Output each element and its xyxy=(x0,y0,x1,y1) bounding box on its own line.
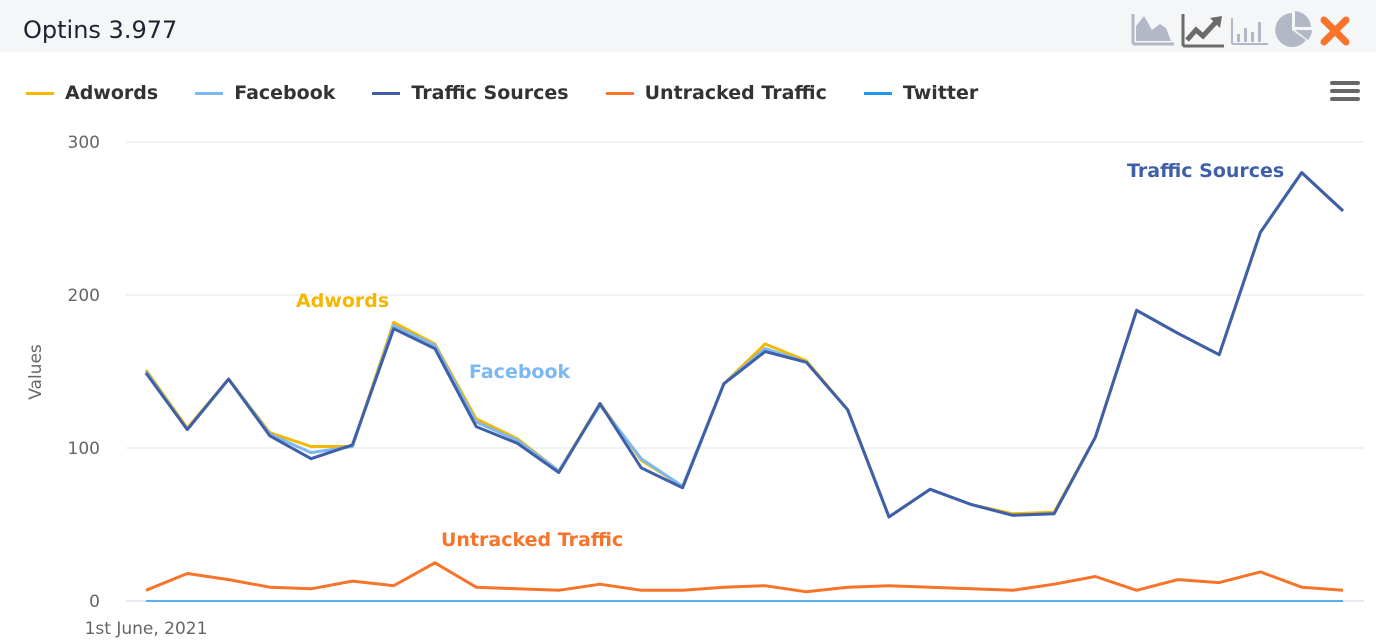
bar-chart-icon[interactable] xyxy=(1230,10,1270,48)
series-annotation: Untracked Traffic xyxy=(441,529,623,551)
series-line-adwords[interactable] xyxy=(144,171,1345,519)
y-tick-label: 100 xyxy=(68,439,100,459)
series-line-facebook[interactable] xyxy=(144,171,1345,519)
series-annotation: Facebook xyxy=(469,361,571,383)
chart-type-toolbar xyxy=(1130,10,1352,48)
legend-label: Traffic Sources xyxy=(411,82,569,104)
legend-swatch xyxy=(26,91,54,95)
area-chart-icon[interactable] xyxy=(1130,10,1176,48)
line-chart-icon[interactable] xyxy=(1180,10,1226,48)
y-tick-label: 200 xyxy=(68,286,100,306)
legend-item[interactable]: Untracked Traffic xyxy=(605,82,827,104)
y-axis-label: Values xyxy=(26,344,46,400)
series-annotation: Adwords xyxy=(296,290,389,312)
hamburger-menu-icon[interactable] xyxy=(1330,80,1360,104)
legend-label: Untracked Traffic xyxy=(644,82,827,104)
series-annotation: Traffic Sources xyxy=(1127,160,1284,182)
legend-item[interactable]: Adwords xyxy=(26,82,158,104)
series-line-untracked-traffic[interactable] xyxy=(145,561,1344,594)
legend-item[interactable]: Twitter xyxy=(863,82,979,104)
legend-label: Twitter xyxy=(902,82,979,104)
pie-chart-icon[interactable] xyxy=(1274,10,1314,48)
y-tick-label: 0 xyxy=(89,592,100,612)
close-icon[interactable] xyxy=(1318,10,1352,48)
chart-legend: Adwords Facebook Traffic Sources Untracked … xyxy=(26,82,1015,104)
legend-label: Adwords xyxy=(65,82,159,104)
chart-title: Optins 3.977 xyxy=(23,16,178,44)
legend-swatch xyxy=(863,91,892,95)
legend-swatch xyxy=(372,91,401,95)
legend-swatch xyxy=(605,91,634,95)
x-tick-label: 1st June, 2021 xyxy=(85,619,208,639)
legend-item[interactable]: Facebook xyxy=(195,82,335,104)
chart-header: Optins 3.977 xyxy=(0,0,1376,52)
legend-label: Facebook xyxy=(234,82,336,104)
legend-swatch xyxy=(195,91,224,95)
legend-item[interactable]: Traffic Sources xyxy=(372,82,569,104)
y-tick-label: 300 xyxy=(68,133,100,153)
series-line-traffic-sources[interactable] xyxy=(144,171,1345,519)
